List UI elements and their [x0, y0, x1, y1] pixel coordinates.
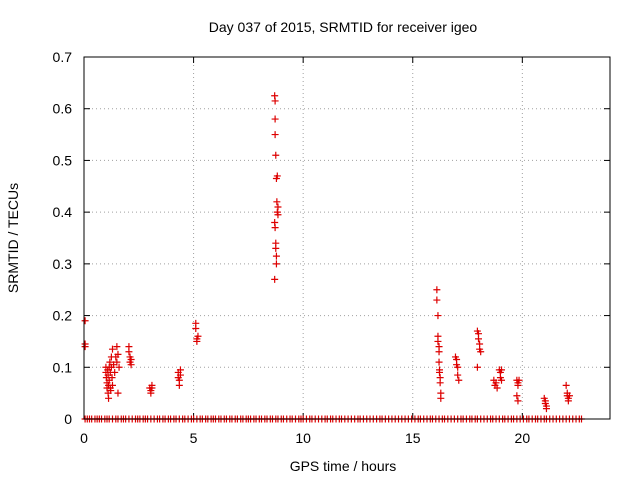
data-point-plus [514, 397, 522, 405]
x-tick-label: 10 [295, 430, 311, 446]
plot-frame [83, 56, 611, 420]
data-point-plus [81, 343, 89, 351]
data-point-plus [111, 368, 119, 376]
data-point-plus [498, 376, 506, 384]
data-point-plus [272, 151, 280, 159]
x-tick-label: 15 [405, 430, 421, 446]
data-point-plus [437, 394, 445, 402]
data-point-plus [475, 335, 482, 343]
data-point-plus [274, 211, 282, 219]
y-tick-label: 0.5 [53, 152, 73, 168]
grid-lines [84, 57, 610, 419]
data-point-plus [113, 343, 121, 351]
data-point-plus [192, 325, 200, 332]
y-tick-label: 0.3 [53, 256, 73, 272]
data-point-plus [513, 392, 521, 400]
data-point-plus [455, 376, 463, 384]
data-point-plus [271, 115, 279, 123]
axis-ticks: 0 5 10 15 20 0 0.1 0.2 0.3 0.4 0.5 0.6 0.7 [53, 49, 610, 446]
data-point-plus [274, 203, 282, 211]
data-point-plus [562, 381, 570, 389]
data-point-plus [115, 363, 123, 371]
data-point-plus [108, 374, 116, 382]
data-point-plus [565, 392, 573, 400]
data-point-plus [194, 332, 202, 340]
data-point-plus [272, 252, 280, 260]
data-points [81, 92, 586, 423]
y-tick-label: 0.6 [53, 101, 73, 117]
data-point-plus [436, 379, 444, 387]
data-point-plus [107, 387, 115, 395]
data-point-plus [108, 345, 116, 353]
data-point-plus [273, 198, 281, 206]
data-point-plus [114, 389, 122, 397]
x-tick-label: 20 [515, 430, 531, 446]
y-tick-label: 0 [64, 411, 72, 427]
x-axis-label: GPS time / hours [290, 458, 397, 474]
data-point-plus [433, 296, 441, 304]
data-point-plus [147, 389, 155, 397]
data-point-plus [271, 224, 279, 232]
y-tick-label: 0.1 [53, 359, 73, 375]
data-point-plus [477, 348, 485, 356]
data-point-plus [106, 358, 114, 366]
data-point-plus [434, 312, 442, 320]
data-point-plus [127, 361, 135, 369]
data-point-plus [148, 384, 156, 392]
data-point-plus [105, 394, 113, 402]
y-tick-label: 0.4 [53, 204, 73, 220]
data-point-plus [125, 348, 133, 356]
data-point-plus [542, 405, 550, 413]
data-point-plus [515, 376, 523, 384]
data-point-plus [81, 317, 89, 325]
data-point-plus [271, 131, 279, 139]
data-point-plus [272, 244, 280, 252]
data-point-plus [273, 172, 281, 180]
data-point-plus [498, 366, 506, 374]
data-point-plus [271, 97, 279, 105]
data-point-plus [564, 397, 572, 405]
data-point-plus [108, 381, 116, 389]
data-point-plus [271, 275, 279, 283]
data-point-plus [435, 368, 443, 376]
data-point-plus [492, 379, 500, 387]
data-point-plus [193, 337, 201, 345]
data-point-plus [433, 286, 441, 294]
data-point-plus [435, 358, 443, 366]
chart-title: Day 037 of 2015, SRMTID for receiver ige… [209, 19, 478, 35]
data-point-plus [454, 363, 462, 371]
y-axis-label: SRMTID / TECUs [5, 183, 21, 293]
data-point-plus [272, 260, 280, 268]
data-point-plus [514, 381, 522, 389]
data-point-plus [434, 337, 442, 345]
y-tick-label: 0.2 [53, 308, 73, 324]
y-tick-label: 0.7 [53, 49, 73, 65]
data-point-plus [176, 366, 184, 374]
data-point-plus [114, 350, 122, 358]
x-tick-label: 5 [190, 430, 198, 446]
x-tick-label: 0 [80, 430, 88, 446]
data-point-plus [175, 381, 183, 389]
data-point-plus [454, 371, 462, 379]
data-point-plus [493, 384, 501, 392]
data-point-plus [473, 363, 481, 371]
data-point-plus [435, 348, 443, 356]
data-point-plus [113, 358, 121, 366]
